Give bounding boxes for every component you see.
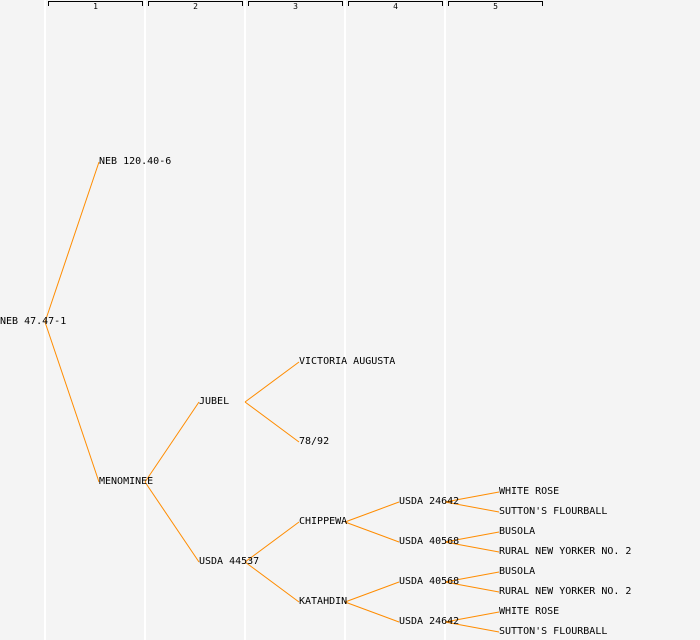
generation-bracket-1: 1 (48, 1, 143, 11)
generation-label: 2 (193, 2, 198, 11)
pedigree-node[interactable]: SUTTON'S FLOURBALL (499, 506, 608, 517)
pedigree-edge (444, 491, 500, 503)
pedigree-edge (44, 321, 100, 483)
column-divider (144, 0, 146, 640)
pedigree-node[interactable]: BUSOLA (499, 526, 536, 537)
pedigree-edge (444, 571, 500, 583)
pedigree-node[interactable]: USDA 40568 (399, 536, 460, 547)
pedigree-node[interactable]: WHITE ROSE (499, 606, 560, 617)
pedigree-edge (244, 401, 300, 443)
generation-bracket-3: 3 (248, 1, 343, 11)
column-divider (44, 0, 46, 640)
column-divider (244, 0, 246, 640)
pedigree-node[interactable]: WHITE ROSE (499, 486, 560, 497)
generation-label: 3 (293, 2, 298, 11)
pedigree-edge (344, 581, 400, 603)
pedigree-edge (344, 521, 400, 543)
pedigree-edge (444, 541, 500, 553)
pedigree-node[interactable]: KATAHDIN (299, 596, 348, 607)
column-divider (344, 0, 346, 640)
generation-label: 4 (393, 2, 398, 11)
generation-label: 1 (93, 2, 98, 11)
pedigree-edge (444, 501, 500, 513)
pedigree-edge (244, 521, 300, 563)
generation-bracket-4: 4 (348, 1, 443, 11)
pedigree-edge (444, 531, 500, 543)
pedigree-node[interactable]: MENOMINEE (99, 476, 154, 487)
pedigree-node[interactable]: NEB 47.47-1 (0, 316, 67, 327)
pedigree-edge (444, 581, 500, 593)
pedigree-node[interactable]: CHIPPEWA (299, 516, 348, 527)
pedigree-node[interactable]: BUSOLA (499, 566, 536, 577)
pedigree-node[interactable]: SUTTON'S FLOURBALL (499, 626, 608, 637)
pedigree-edge (444, 611, 500, 623)
generation-label: 5 (493, 2, 498, 11)
pedigree-edge (44, 161, 100, 323)
pedigree-edge (344, 601, 400, 623)
pedigree-node[interactable]: 78/92 (299, 436, 330, 447)
pedigree-node[interactable]: VICTORIA AUGUSTA (299, 356, 396, 367)
generation-bracket-5: 5 (448, 1, 543, 11)
pedigree-edge (144, 481, 200, 563)
pedigree-node[interactable]: USDA 24642 (399, 496, 460, 507)
pedigree-node[interactable]: USDA 44537 (199, 556, 260, 567)
pedigree-edge (244, 361, 300, 403)
pedigree-node[interactable]: USDA 40568 (399, 576, 460, 587)
pedigree-edge (444, 621, 500, 633)
pedigree-edge (144, 401, 200, 483)
pedigree-node[interactable]: RURAL NEW YORKER NO. 2 (499, 586, 632, 597)
pedigree-node[interactable]: USDA 24642 (399, 616, 460, 627)
pedigree-node[interactable]: RURAL NEW YORKER NO. 2 (499, 546, 632, 557)
column-divider (444, 0, 446, 640)
pedigree-edge (344, 501, 400, 523)
pedigree-edge (244, 561, 300, 603)
pedigree-node[interactable]: NEB 120.40-6 (99, 156, 172, 167)
pedigree-node[interactable]: JUBEL (199, 396, 230, 407)
generation-bracket-2: 2 (148, 1, 243, 11)
